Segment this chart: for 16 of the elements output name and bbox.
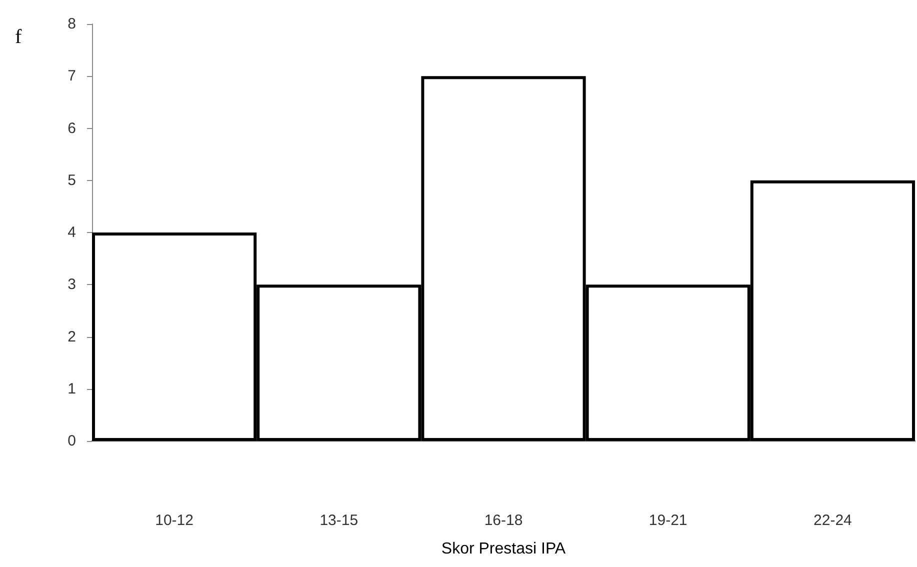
- x-tick-label: 10-12: [155, 512, 194, 529]
- x-tick-label: 19-21: [648, 512, 688, 529]
- x-axis-title: Skor Prestasi IPA: [441, 540, 566, 558]
- y-axis-title: f: [15, 26, 22, 48]
- y-tick-label: 3: [68, 276, 76, 294]
- y-tick-label: 0: [68, 432, 76, 450]
- y-tick-label: 8: [68, 16, 76, 32]
- x-tick-label: 16-18: [484, 512, 523, 529]
- y-tick-label: 1: [68, 380, 76, 398]
- y-tick-label: 4: [68, 224, 76, 241]
- y-tick-label: 5: [68, 172, 76, 189]
- y-tick-label: 7: [68, 68, 76, 85]
- x-tick-label: 13-15: [320, 512, 358, 529]
- x-tick-label: 22-24: [814, 512, 852, 529]
- y-tick-label: 6: [68, 120, 76, 137]
- y-tick-label: 2: [68, 328, 76, 346]
